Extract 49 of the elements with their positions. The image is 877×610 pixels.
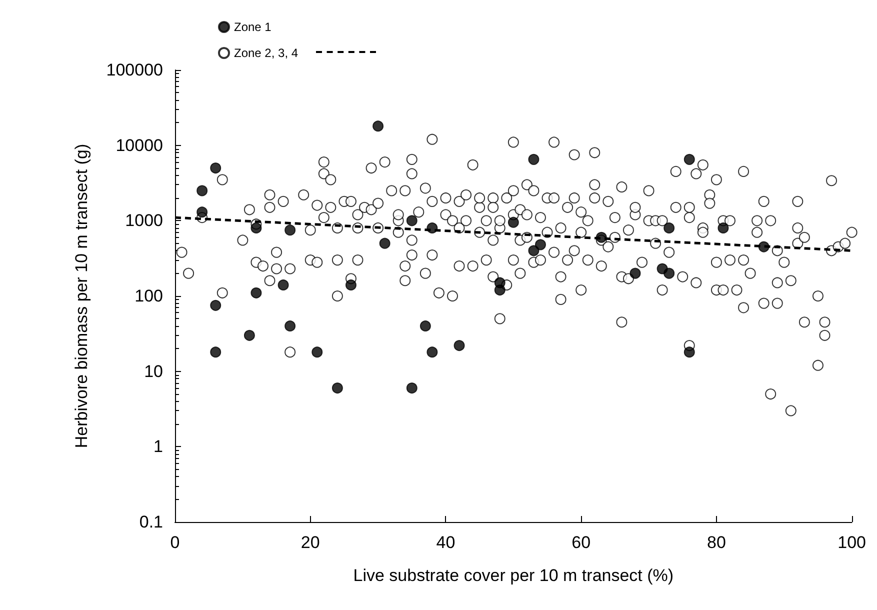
point	[372, 120, 384, 132]
point	[664, 268, 675, 279]
point	[684, 154, 695, 165]
point	[454, 340, 465, 352]
y-tick-label: 1000	[125, 211, 163, 230]
point	[196, 185, 208, 196]
y-tick-label: 100000	[106, 60, 163, 80]
legend-label: Zone 1	[234, 20, 272, 34]
y-tick-label: 10000	[116, 136, 163, 155]
point	[528, 245, 540, 256]
point	[250, 287, 262, 298]
point	[379, 238, 390, 249]
y-tick-label: 0.1	[139, 512, 163, 532]
point	[312, 346, 323, 358]
point	[210, 300, 222, 311]
point	[684, 346, 695, 358]
point	[630, 268, 641, 279]
x-tick-label: 20	[300, 533, 320, 552]
y-tick-label: 100	[134, 286, 163, 306]
x-tick-label: 100	[838, 533, 866, 552]
legend-label: Zone 2, 3, 4	[234, 46, 298, 60]
y-axis-title: Herbivore biomass per 10 m transect (g)	[72, 144, 91, 448]
point	[210, 162, 222, 174]
x-axis-title: Live substrate cover per 10 m transect (%)	[353, 566, 674, 585]
point	[278, 279, 289, 290]
point	[534, 239, 546, 250]
point	[494, 277, 506, 288]
point	[196, 206, 208, 218]
point	[406, 215, 418, 226]
point	[508, 216, 519, 228]
point	[345, 279, 356, 290]
point	[718, 222, 729, 234]
point	[426, 346, 438, 358]
x-tick-label: 40	[436, 533, 456, 552]
point	[210, 346, 222, 358]
point	[284, 224, 296, 236]
point	[664, 222, 675, 234]
point	[244, 330, 255, 341]
point	[284, 320, 296, 332]
x-tick-label: 80	[706, 533, 726, 552]
x-tick-label: 0	[170, 533, 180, 552]
y-tick-label: 10	[144, 362, 163, 381]
point	[528, 154, 540, 165]
point	[420, 320, 431, 332]
y-tick-label: 1	[154, 437, 163, 456]
point	[332, 382, 343, 394]
point	[406, 382, 418, 394]
point	[250, 222, 262, 234]
x-tick-label: 60	[572, 533, 591, 552]
